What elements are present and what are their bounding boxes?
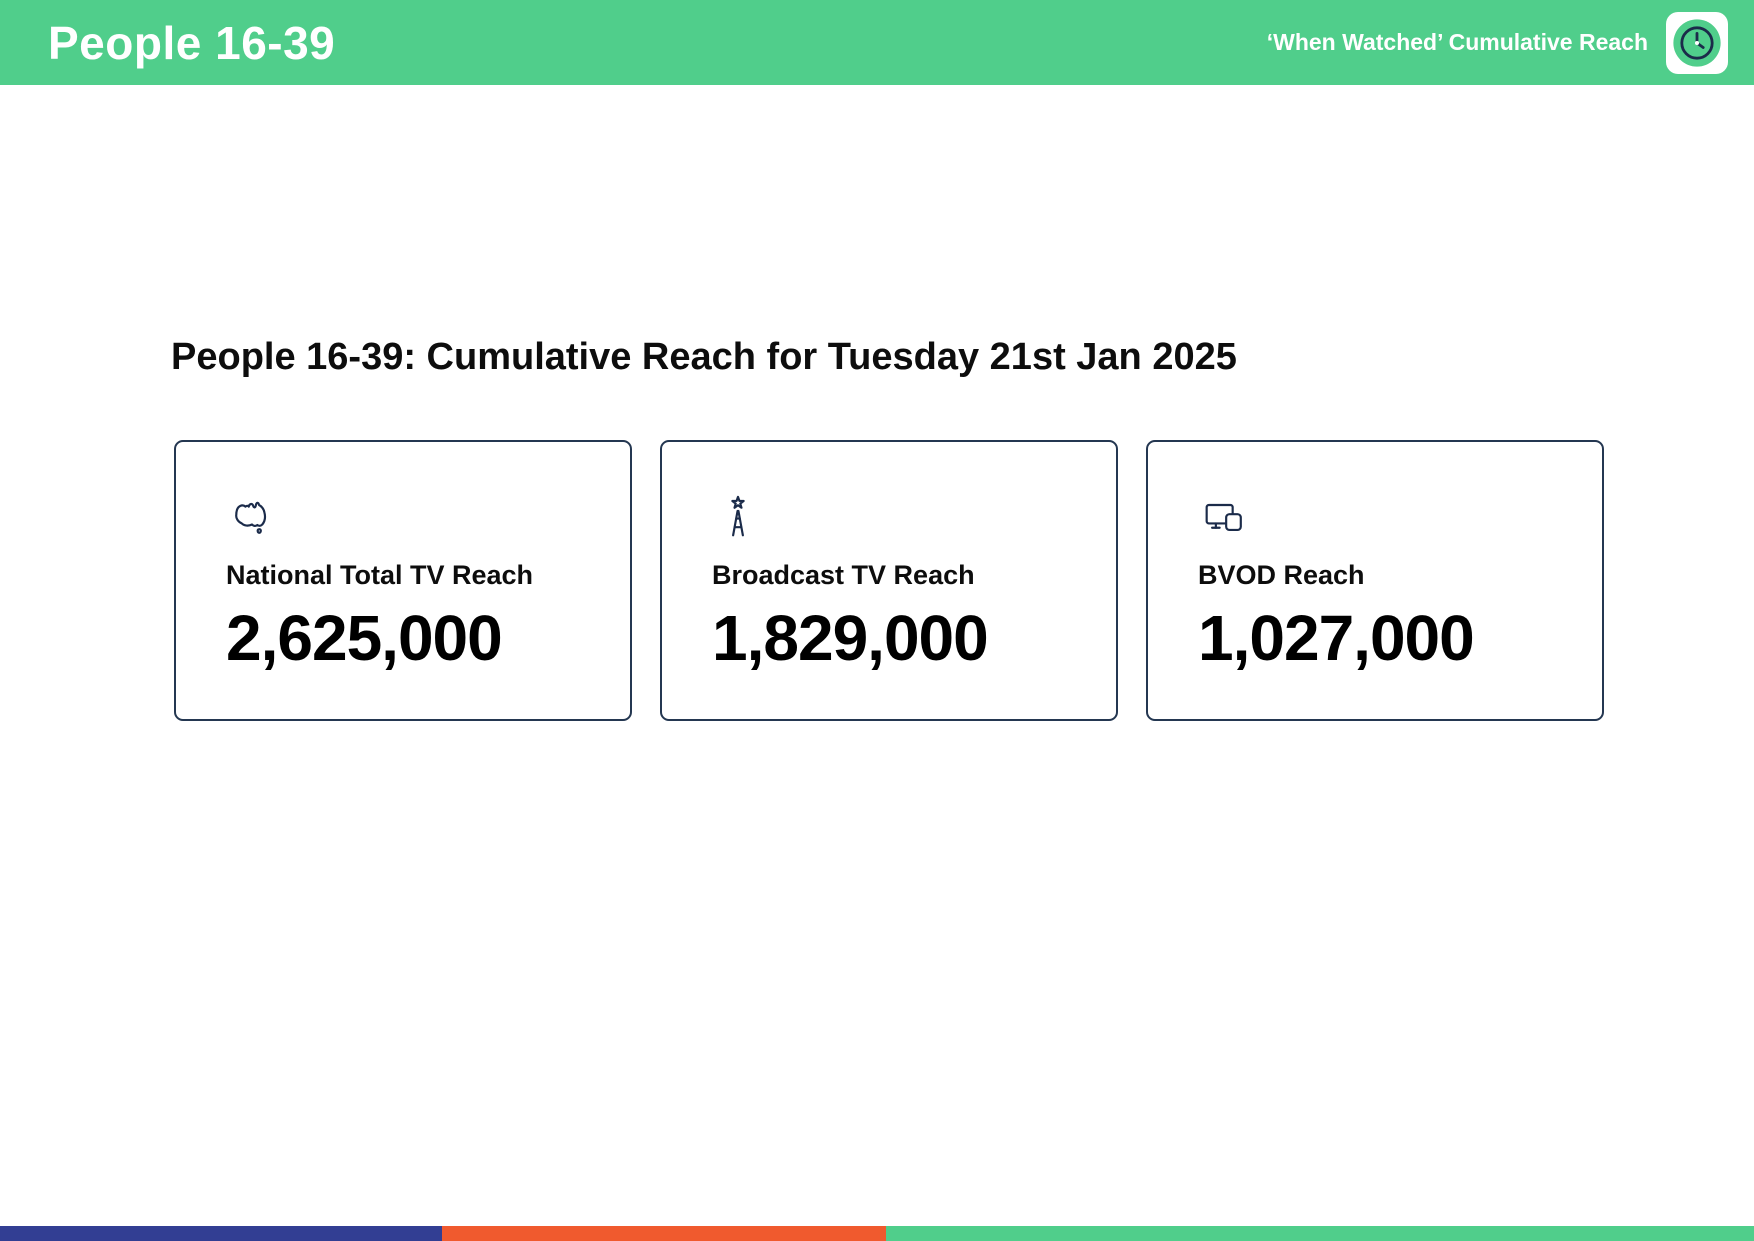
footer-bar bbox=[0, 1226, 1754, 1241]
section-heading: People 16-39: Cumulative Reach for Tuesd… bbox=[171, 336, 1237, 378]
card-label: Broadcast TV Reach bbox=[712, 560, 975, 590]
footer-segment-green bbox=[885, 1226, 1754, 1241]
footer-segment-orange bbox=[442, 1226, 886, 1241]
header-right: ‘When Watched’ Cumulative Reach bbox=[1266, 11, 1728, 74]
card-value: 1,027,000 bbox=[1198, 602, 1475, 674]
footer-segment-blue bbox=[0, 1226, 442, 1241]
clock-logo-icon bbox=[1666, 11, 1728, 74]
kpi-cards-row: National Total TV Reach 2,625,000 Broadc… bbox=[174, 440, 1604, 721]
top-bar: People 16-39 ‘When Watched’ Cumulative R… bbox=[0, 0, 1754, 85]
card-bvod-reach: BVOD Reach 1,027,000 bbox=[1146, 440, 1604, 721]
header-subtitle: ‘When Watched’ Cumulative Reach bbox=[1266, 29, 1648, 55]
card-national-total-tv-reach: National Total TV Reach 2,625,000 bbox=[174, 440, 632, 721]
broadcast-tower-icon bbox=[712, 492, 764, 544]
card-broadcast-tv-reach: Broadcast TV Reach 1,829,000 bbox=[660, 440, 1118, 721]
australia-icon bbox=[226, 492, 278, 544]
card-value: 1,829,000 bbox=[712, 602, 989, 674]
card-label: BVOD Reach bbox=[1198, 560, 1365, 590]
devices-icon bbox=[1198, 492, 1250, 544]
card-label: National Total TV Reach bbox=[226, 560, 534, 590]
card-value: 2,625,000 bbox=[226, 602, 503, 674]
page-title: People 16-39 bbox=[48, 16, 336, 69]
